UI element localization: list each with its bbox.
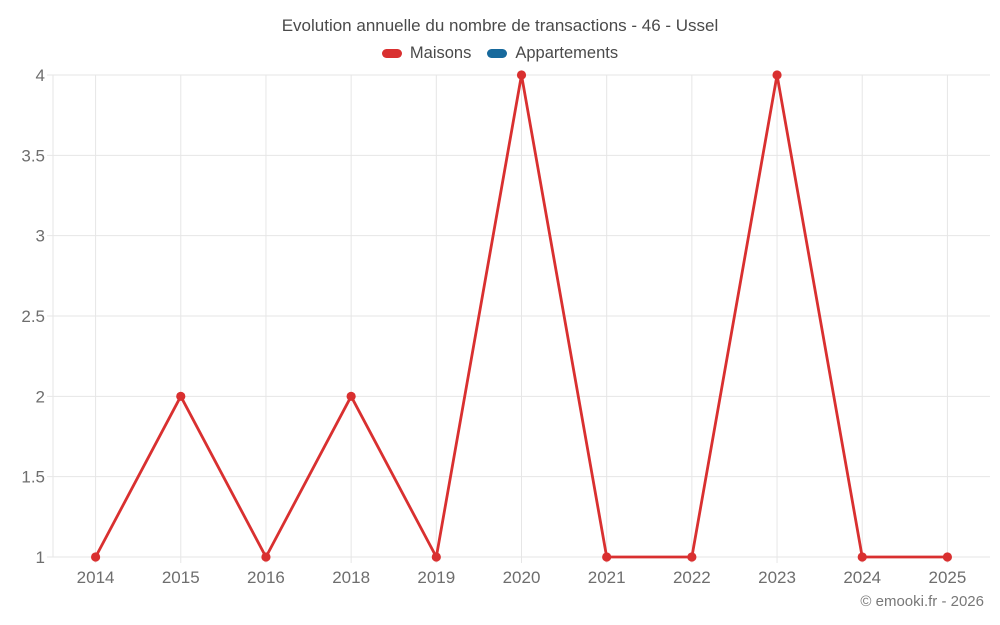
- x-tick-label: 2022: [673, 568, 711, 587]
- maisons-data-point: [942, 552, 953, 562]
- y-tick-label: 3: [36, 227, 45, 246]
- maisons-data-point: [857, 552, 867, 562]
- maisons-data-point: [431, 552, 441, 562]
- maisons-data-point: [772, 70, 782, 80]
- legend-label: Maisons: [409, 44, 472, 62]
- x-tick-label: 2023: [758, 568, 796, 587]
- legend-swatch-appartements: [487, 49, 508, 58]
- chart-title: Evolution annuelle du nombre de transact…: [281, 16, 719, 35]
- maisons-data-point: [176, 391, 186, 401]
- legend-item-appartements[interactable]: Appartements: [487, 44, 618, 63]
- x-tick-label: 2025: [928, 568, 966, 587]
- maisons-data-point: [516, 70, 527, 80]
- x-tick-label: 2018: [332, 568, 370, 587]
- x-tick-label: 2014: [77, 568, 115, 587]
- y-tick-label: 3.5: [21, 146, 45, 165]
- maisons-data-point: [90, 552, 101, 562]
- y-tick-label: 1.5: [21, 468, 45, 487]
- y-tick-label: 4: [36, 66, 45, 85]
- legend-item-maisons[interactable]: Maisons: [381, 44, 472, 63]
- maisons-data-point: [687, 552, 697, 562]
- y-tick-label: 2: [36, 387, 45, 406]
- legend-label: Appartements: [515, 44, 619, 62]
- x-tick-label: 2024: [843, 568, 881, 587]
- chart-legend: Maisons Appartements: [0, 44, 1000, 63]
- y-tick-label: 2.5: [21, 307, 45, 326]
- maisons-data-point: [602, 552, 612, 562]
- x-tick-label: 2015: [162, 568, 200, 587]
- x-tick-label: 2016: [247, 568, 285, 587]
- maisons-data-point: [346, 391, 356, 401]
- maisons-data-point: [261, 552, 271, 562]
- x-tick-label: 2021: [588, 568, 626, 587]
- y-tick-label: 1: [36, 548, 45, 567]
- x-tick-label: 2020: [503, 568, 541, 587]
- legend-swatch-maisons: [381, 49, 402, 58]
- x-tick-label: 2019: [417, 568, 455, 587]
- copyright-watermark: © emooki.fr - 2026: [860, 593, 984, 610]
